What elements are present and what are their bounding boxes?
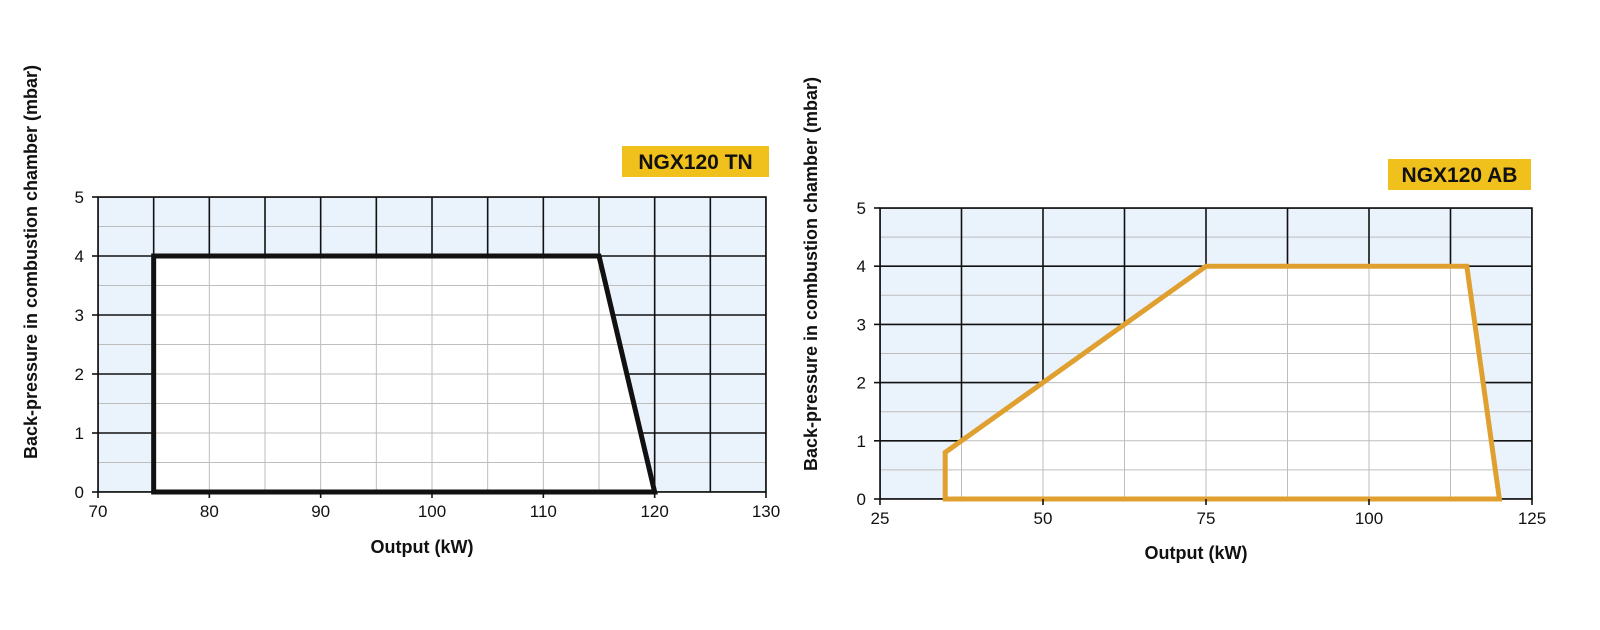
y-tick-label: 3: [857, 315, 866, 334]
model-badge-label: NGX120 AB: [1402, 164, 1518, 187]
x-tick-label: 130: [752, 502, 780, 521]
y-tick-label: 2: [857, 374, 866, 393]
envelope-outline: [151, 253, 658, 495]
chart-ngx120-ab: 0 1 2 3 4 5 25 50 75 100 125 Output (kW) Back-pressu…: [801, 77, 1546, 563]
y-axis-title: Back-pressure in combustion chamber (mba…: [801, 77, 821, 471]
x-tick-label: 70: [89, 502, 108, 521]
chart-ngx120-tn: 0 1 2 3 4 5 70 80 90 100 110 120 130 Output (kW) Back-…: [21, 65, 780, 557]
y-tick-label: 4: [857, 257, 866, 276]
y-tick-label: 1: [857, 432, 866, 451]
y-axis-title: Back-pressure in combustion chamber (mba…: [21, 65, 41, 459]
y-tick-label: 4: [75, 247, 84, 266]
x-tick-label: 25: [871, 509, 890, 528]
envelope-outline: [942, 263, 1503, 502]
x-tick-label: 75: [1197, 509, 1216, 528]
y-tick-label: 2: [75, 365, 84, 384]
model-badge: [622, 146, 769, 177]
x-tick-label: 120: [640, 502, 668, 521]
model-badge: [1388, 159, 1531, 190]
y-tick-label: 3: [75, 306, 84, 325]
x-tick-label: 80: [200, 502, 219, 521]
x-axis-title: Output (kW): [1145, 543, 1248, 563]
y-tick-label: 5: [75, 188, 84, 207]
y-tick-label: 0: [75, 483, 84, 502]
model-badge-label: NGX120 TN: [638, 151, 752, 174]
x-tick-label: 125: [1518, 509, 1546, 528]
y-tick-label: 5: [857, 199, 866, 218]
x-tick-label: 90: [311, 502, 330, 521]
x-axis-title: Output (kW): [371, 537, 474, 557]
x-tick-label: 100: [418, 502, 446, 521]
x-tick-label: 50: [1034, 509, 1053, 528]
y-tick-label: 1: [75, 424, 84, 443]
y-tick-label: 0: [857, 490, 866, 509]
x-tick-label: 100: [1355, 509, 1383, 528]
x-tick-label: 110: [530, 502, 557, 521]
